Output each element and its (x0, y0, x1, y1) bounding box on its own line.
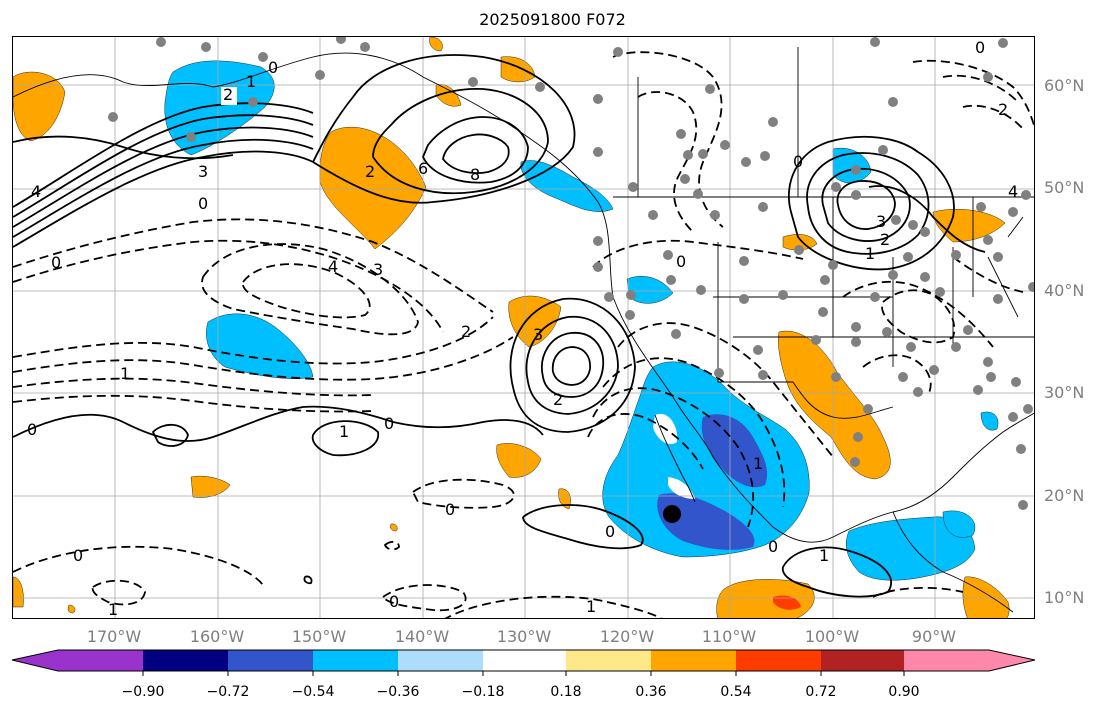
lat-label: 20°N (1044, 486, 1085, 505)
contour-label: 0 (268, 58, 278, 77)
colorbar-tick-label: 0.90 (888, 684, 920, 700)
contour-label: 3 (198, 162, 208, 181)
map-panel[interactable]: 0 1 2 3 4 6 8 0 2 3 4 0 1 2 3 2 0 1 3 4 … (12, 36, 1035, 619)
contour-label: 1 (120, 364, 130, 383)
contour-label: 3 (373, 260, 383, 279)
contour-label: 2 (998, 100, 1008, 119)
colorbar-tick-label: 0.36 (635, 684, 667, 700)
contour-label: 2 (461, 322, 471, 341)
contour-label: 4 (1008, 182, 1018, 201)
lon-label: 170°W (86, 627, 142, 646)
colorbar-tick-label: −0.18 (461, 684, 505, 700)
contour-label: 3 (876, 212, 886, 231)
map-canvas: 0 1 2 3 4 6 8 0 2 3 4 0 1 2 3 2 0 1 3 4 … (13, 37, 1034, 619)
contour-label: 2 (365, 162, 375, 181)
positive-anomaly-shading (13, 37, 1010, 618)
position-marker (663, 505, 681, 523)
colorbar-segments (12, 650, 1035, 671)
contour-label: 0 (73, 546, 83, 565)
lon-label: 130°W (496, 627, 552, 646)
contour-label: 4 (328, 257, 338, 276)
contour-label: 1 (246, 72, 256, 91)
colorbar (11, 649, 1036, 676)
lat-label: 50°N (1044, 178, 1085, 197)
contour-label: 2 (223, 85, 233, 104)
contour-label: 0 (975, 38, 985, 57)
colorbar-tick-label: −0.72 (206, 684, 250, 700)
contour-label: 0 (793, 152, 803, 171)
contour-label: 0 (676, 252, 686, 271)
colorbar-segment (483, 650, 567, 671)
colorbar-segment (228, 650, 314, 671)
colorbar-extend-high (989, 650, 1035, 671)
lon-label: 110°W (701, 627, 757, 646)
contour-label: 0 (768, 537, 778, 556)
station-markers (108, 37, 1034, 510)
lat-label: 30°N (1044, 383, 1085, 402)
colorbar-ticks (142, 671, 905, 676)
lon-label: 120°W (599, 627, 655, 646)
colorbar-tick-label: 0.54 (720, 684, 752, 700)
contour-label: 1 (753, 454, 763, 473)
contour-label: 0 (445, 500, 455, 519)
colorbar-tick-label: −0.36 (376, 684, 420, 700)
colorbar-segment (313, 650, 399, 671)
colorbar-segment (566, 650, 652, 671)
strong-positive-shading (773, 595, 801, 610)
lat-label: 10°N (1044, 588, 1085, 607)
lon-label: 160°W (189, 627, 245, 646)
negative-anomaly-shading (164, 60, 999, 581)
contour-label: 0 (27, 420, 37, 439)
contour-label: 3 (533, 325, 543, 344)
colorbar-segment (143, 650, 229, 671)
colorbar-tick-label: 0.72 (805, 684, 837, 700)
contour-label: 8 (470, 165, 480, 184)
lon-label: 90°W (911, 627, 957, 646)
colorbar-segment (821, 650, 905, 671)
lon-label: 140°W (394, 627, 450, 646)
contour-label: 6 (418, 159, 428, 178)
contour-labels: 0 1 2 3 4 6 8 0 2 3 4 0 1 2 3 2 0 1 3 4 … (27, 38, 1018, 619)
contour-label: 4 (31, 182, 41, 201)
colorbar-outline (11, 649, 1036, 672)
colorbar-segment (736, 650, 822, 671)
contour-label: 0 (384, 414, 394, 433)
positive-contours (13, 54, 986, 598)
colorbar-segment (904, 650, 990, 671)
colorbar-tick-label: 0.18 (550, 684, 582, 700)
contour-label: 0 (51, 253, 61, 272)
lon-label: 150°W (291, 627, 347, 646)
colorbar-extend-low (12, 650, 58, 671)
colorbar-segment (651, 650, 737, 671)
contour-label: 0 (605, 522, 615, 541)
lon-label: 100°W (804, 627, 860, 646)
lat-label: 60°N (1044, 76, 1085, 95)
colorbar-segment (398, 650, 484, 671)
contour-label: 1 (586, 597, 596, 616)
contour-label: 1 (108, 600, 118, 619)
contour-label: 0 (389, 592, 399, 611)
contour-label: 1 (819, 546, 829, 565)
contour-label: 2 (553, 390, 563, 409)
contour-label: 1 (865, 244, 875, 263)
contour-label: 1 (339, 422, 349, 441)
colorbar-tick-label: −0.54 (291, 684, 335, 700)
lat-label: 40°N (1044, 281, 1085, 300)
contour-label: 0 (198, 194, 208, 213)
colorbar-segment (58, 650, 144, 671)
contour-label: 2 (880, 230, 890, 249)
negative-contours (13, 51, 1034, 618)
colorbar-tick-label: −0.90 (121, 684, 165, 700)
map-title: 2025091800 F072 (479, 10, 626, 29)
